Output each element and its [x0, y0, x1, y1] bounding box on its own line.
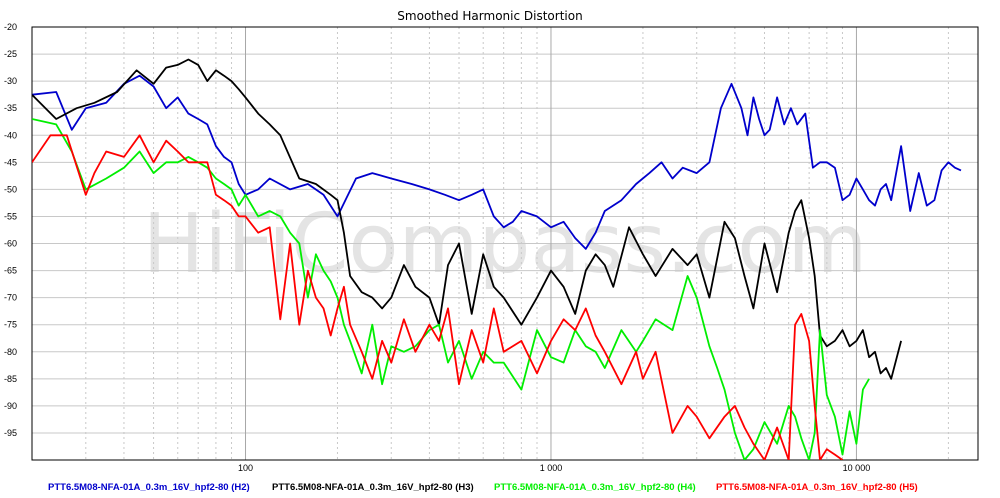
series-line-1 [32, 74, 962, 250]
y-tick-label: -55 [4, 211, 17, 221]
x-tick-label: 10 000 [843, 463, 871, 473]
y-tick-label: -65 [4, 266, 17, 276]
y-tick-label: -85 [4, 374, 17, 384]
chart-title: Smoothed Harmonic Distortion [397, 9, 582, 23]
y-axis-labels: -20 -25 -30 -35 -40 -45 -50 -55 -60 -65 -70 -75 -80 -… [4, 22, 17, 438]
y-tick-label: -20 [4, 22, 17, 32]
y-tick-label: -30 [4, 76, 17, 86]
y-tick-label: -70 [4, 293, 17, 303]
y-tick-label: -35 [4, 103, 17, 113]
y-tick-label: -40 [4, 130, 17, 140]
y-tick-label: -45 [4, 157, 17, 167]
chart-watermark: HiFiCompass.com [143, 197, 868, 292]
x-tick-label: 100 [238, 463, 253, 473]
y-tick-label: -90 [4, 401, 17, 411]
y-tick-label: -80 [4, 347, 17, 357]
legend: PTT6.5M08-NFA-01A_0.3m_16V_hpf2-80 (H2) P… [48, 482, 918, 493]
legend-entry-4: PTT6.5M08-NFA-01A_0.3m_16V_hpf2-80 (H5) [716, 482, 918, 493]
x-axis-labels: 100 1 000 10 000 [238, 463, 870, 473]
legend-entry-1: PTT6.5M08-NFA-01A_0.3m_16V_hpf2-80 (H2) [48, 482, 250, 493]
chart-grid [32, 27, 978, 460]
x-tick-label: 1 000 [540, 463, 563, 473]
legend-entry-3: PTT6.5M08-NFA-01A_0.3m_16V_hpf2-80 (H4) [494, 482, 696, 493]
y-tick-label: -75 [4, 320, 17, 330]
series-lines [32, 58, 962, 460]
y-tick-label: -25 [4, 49, 17, 59]
series-line-2 [32, 58, 902, 380]
legend-entry-2: PTT6.5M08-NFA-01A_0.3m_16V_hpf2-80 (H3) [272, 482, 474, 493]
plot-area-frame [31, 26, 979, 461]
series-line-4 [32, 134, 844, 460]
y-tick-label: -95 [4, 428, 17, 438]
y-tick-label: -60 [4, 239, 17, 249]
y-tick-label: -50 [4, 184, 17, 194]
